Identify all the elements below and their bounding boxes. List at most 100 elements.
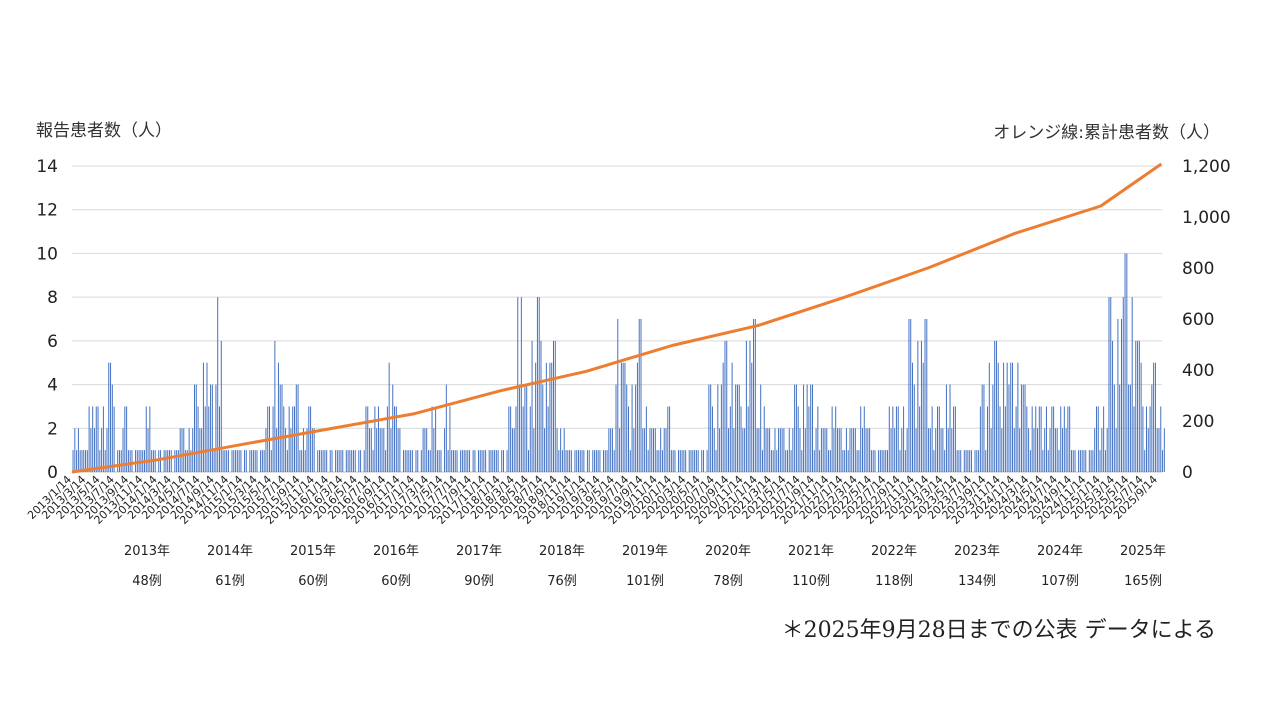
bar [367,406,369,472]
right-axis-title: オレンジ線:累計患者数（人） [993,123,1220,143]
right-tick-label: 0 [1182,463,1193,483]
bar [79,450,81,472]
bar [444,428,446,472]
bar [895,406,897,472]
bar [1092,450,1094,472]
bar [631,384,633,472]
bar [183,428,185,472]
bar [85,450,87,472]
year-count: 60例 [298,574,328,589]
bar [379,428,381,472]
bar [703,450,705,472]
bar [1113,384,1115,472]
bar [661,450,663,472]
bar [1144,450,1146,472]
bar [545,362,547,472]
bar [494,450,496,472]
bar [870,450,872,472]
bar [549,362,551,472]
bar [76,450,78,472]
bar [865,428,867,472]
bar [329,450,331,472]
bar [1035,406,1037,472]
bar [124,406,126,472]
bar [647,450,649,472]
bar [970,450,972,472]
bar [485,450,487,472]
bar [1013,428,1015,472]
bar [1117,319,1119,472]
bar [211,384,213,472]
bar [424,428,426,472]
bar [415,450,417,472]
bar [88,406,90,472]
bar [786,450,788,472]
bar [1045,406,1047,472]
year-label: 2021年 [787,544,835,559]
bar [1062,428,1064,472]
bar [724,340,726,472]
bar [1094,428,1096,472]
bar [233,450,235,472]
bar [304,450,306,472]
bar [1015,406,1017,472]
bar [365,406,367,472]
bar [604,450,606,472]
bar [978,450,980,472]
bar [411,450,413,472]
bar [277,362,279,472]
bar [145,406,147,472]
bar [461,450,463,472]
bar [231,450,233,472]
bar [665,428,667,472]
bar [495,450,497,472]
bar [72,450,74,472]
bar [410,450,412,472]
bar [544,428,546,472]
bar [299,450,301,472]
bar [252,450,254,472]
year-count: 78例 [713,574,743,589]
bar [610,428,612,472]
bar [945,384,947,472]
bar [910,319,912,472]
bar [251,450,253,472]
bar [454,450,456,472]
bar [558,450,560,472]
bar [924,319,926,472]
bar [1151,384,1153,472]
bar [1028,428,1030,472]
bar [735,384,737,472]
bar [669,406,671,472]
bar [861,428,863,472]
bar [560,428,562,472]
bar [754,319,756,472]
bar [778,428,780,472]
bar [969,450,971,472]
bar [1119,384,1121,472]
bar [1026,406,1028,472]
bar [681,450,683,472]
bar [690,450,692,472]
bar [706,450,708,472]
bar [578,450,580,472]
bar [740,406,742,472]
bar [874,450,876,472]
bar [842,450,844,472]
bar [292,406,294,472]
bar [190,450,192,472]
bar [215,384,217,472]
bar [431,406,433,472]
bar [1060,406,1062,472]
bar [685,450,687,472]
bar [1065,428,1067,472]
bar [835,406,837,472]
bar [256,450,258,472]
bar [294,406,296,472]
bar [783,428,785,472]
bar [926,319,928,472]
bar [663,428,665,472]
bar [885,450,887,472]
year-count: 118例 [875,574,913,589]
bar [574,450,576,472]
